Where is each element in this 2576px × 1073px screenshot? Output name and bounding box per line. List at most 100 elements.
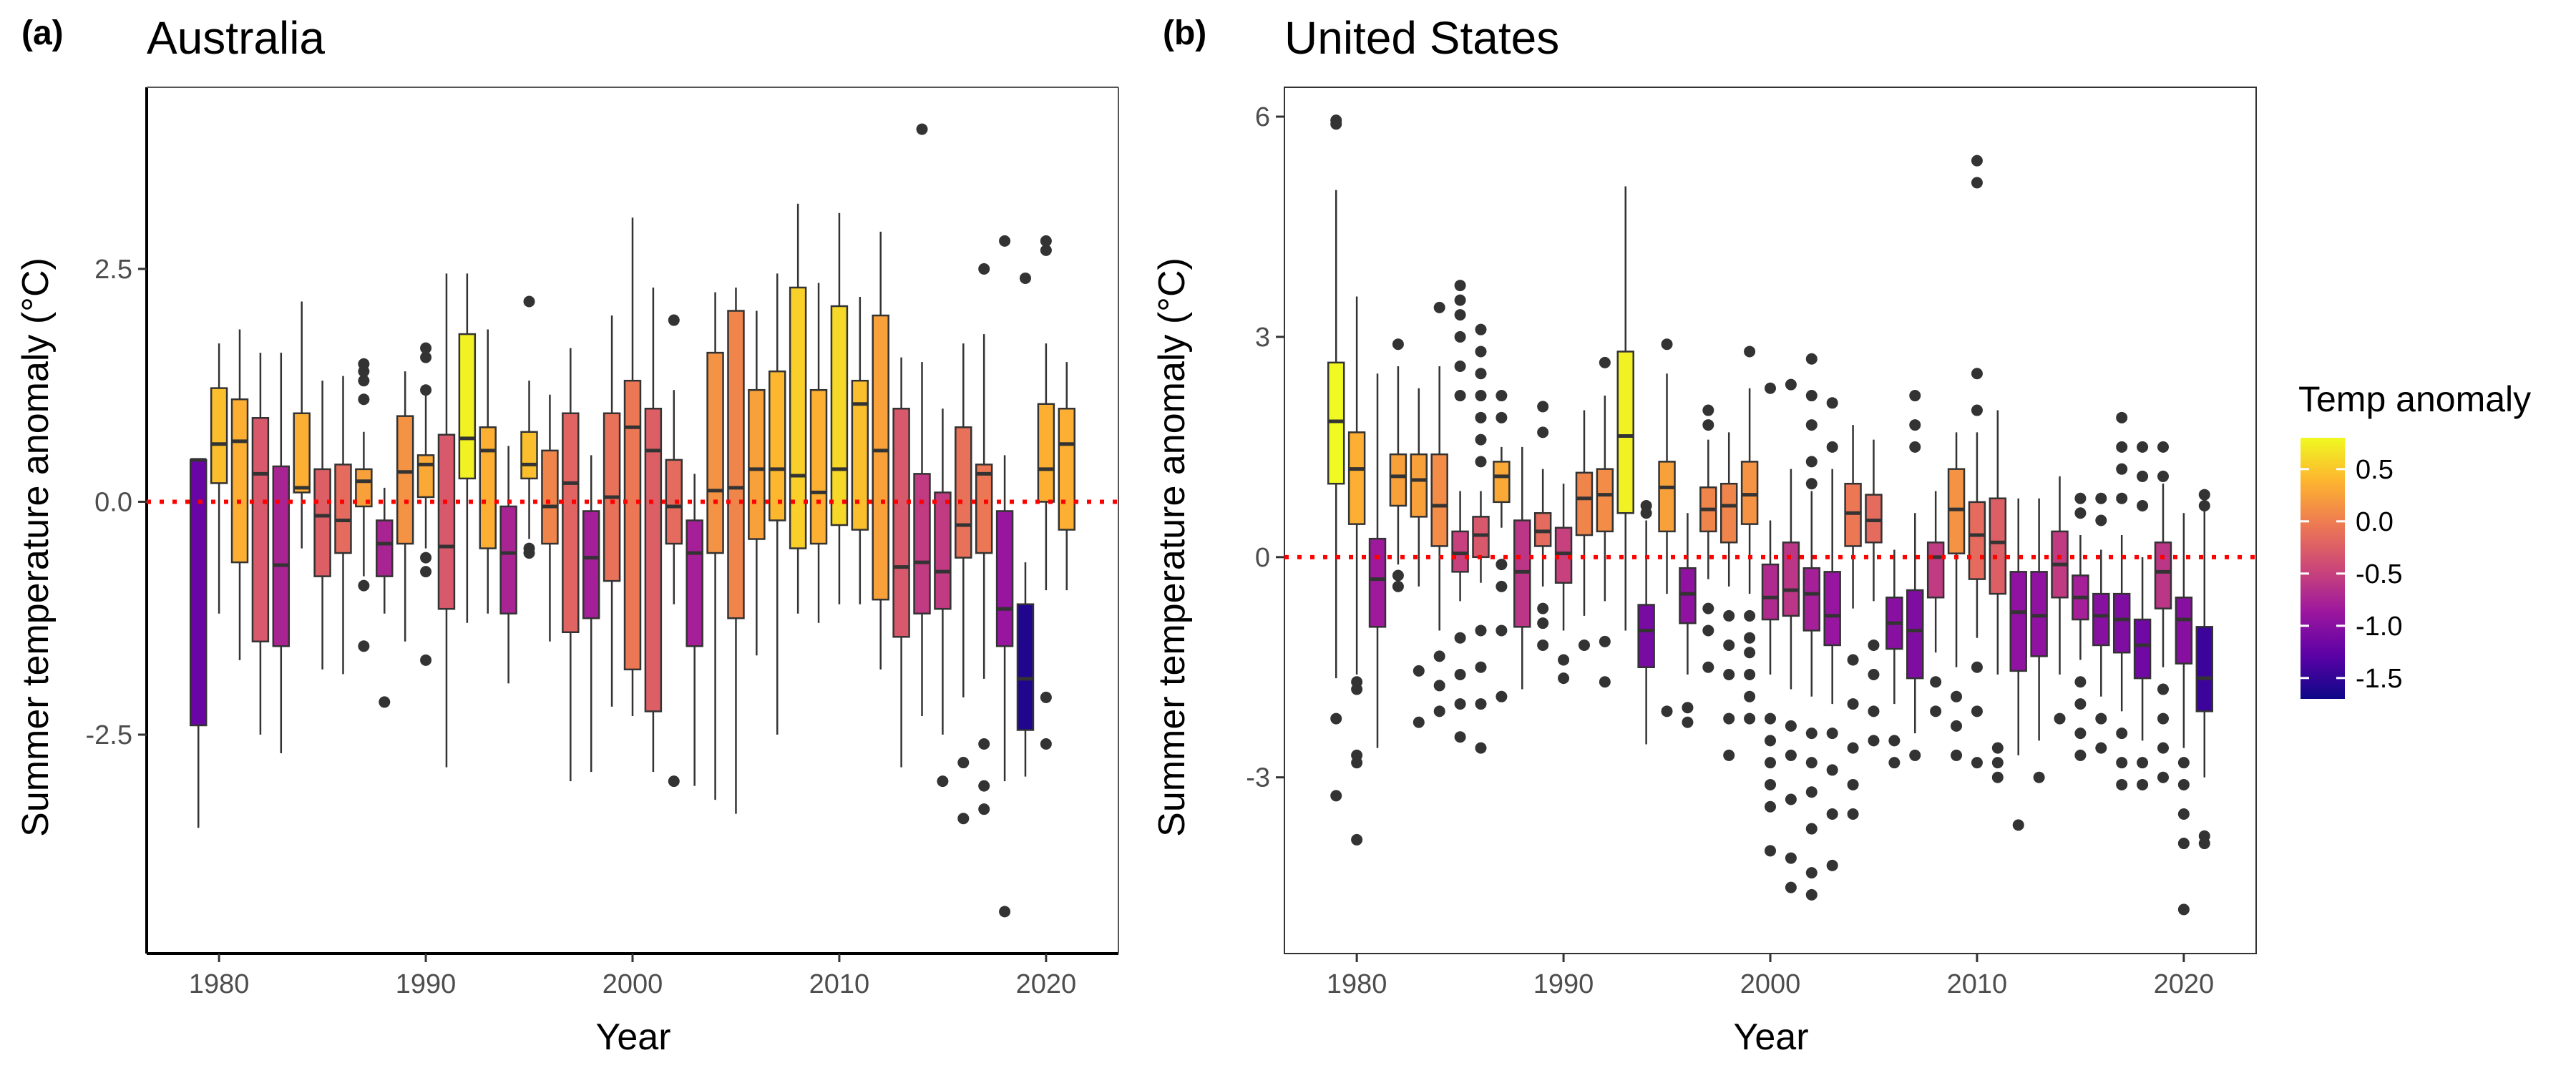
outlier-point	[1805, 727, 1818, 740]
box-body	[830, 305, 849, 526]
outlier-point	[1040, 738, 1052, 750]
box-1991	[1575, 410, 1594, 651]
box-1986	[1472, 323, 1490, 754]
box-body	[1037, 403, 1055, 503]
outlier-point	[2177, 838, 2190, 850]
box-1998	[582, 455, 600, 773]
outlier-point	[1951, 749, 1963, 761]
box-1991	[437, 273, 456, 768]
box-2004	[706, 292, 724, 800]
outlier-point	[1475, 346, 1487, 358]
outlier-point	[2116, 778, 2128, 790]
outlier-point	[1723, 749, 1735, 761]
y-axis-title-b: Summer temperature anomaly (°C)	[1151, 258, 1193, 837]
box-1990	[1554, 484, 1573, 685]
outlier-point	[1475, 661, 1487, 673]
x-axis-title-a: Year	[595, 1016, 670, 1058]
outlier-point	[1805, 786, 1818, 798]
outlier-point	[2177, 757, 2190, 769]
outlier-point	[1744, 632, 1756, 644]
box-2002	[665, 314, 683, 788]
outlier-point	[1702, 661, 1714, 673]
outlier-point	[1496, 390, 1508, 402]
y-tick-label: 3	[1255, 323, 1270, 353]
box-2010	[830, 212, 849, 604]
outlier-point	[2137, 499, 2149, 511]
outlier-point	[1805, 867, 1818, 879]
outlier-point	[1475, 411, 1487, 423]
panel-tag-a: (a)	[21, 14, 64, 52]
outlier-point	[1599, 356, 1611, 368]
outlier-point	[523, 547, 535, 559]
outlier-point	[1847, 698, 1859, 710]
box-body	[872, 314, 889, 601]
outlier-point	[1723, 639, 1735, 651]
x-tick-label: 1980	[189, 969, 250, 999]
box-1996	[541, 394, 559, 642]
box-body	[334, 464, 352, 554]
box-1997	[562, 348, 580, 782]
box-1995	[1658, 338, 1676, 717]
box-1997	[1699, 404, 1717, 673]
outlier-point	[1847, 808, 1859, 820]
outlier-point	[2198, 838, 2210, 850]
box-body	[706, 351, 724, 554]
box-body	[769, 370, 786, 521]
outlier-point	[2157, 742, 2169, 754]
box-body	[1926, 542, 1945, 599]
outlier-point	[1661, 338, 1673, 351]
outlier-point	[2033, 771, 2045, 783]
outlier-point	[2095, 514, 2107, 526]
outlier-point	[2177, 778, 2190, 790]
outlier-point	[1454, 280, 1466, 292]
outlier-point	[1433, 650, 1445, 662]
box-body	[499, 505, 517, 614]
box-1999	[602, 315, 621, 707]
box-body	[1327, 361, 1345, 485]
outlier-point	[379, 696, 391, 708]
outlier-point	[2074, 676, 2087, 688]
outlier-point	[1847, 654, 1859, 666]
box-1994	[1637, 499, 1655, 745]
box-body	[1575, 471, 1594, 536]
box-body	[851, 379, 869, 531]
box-body	[1513, 519, 1531, 628]
outlier-point	[2157, 470, 2169, 482]
outlier-point	[2095, 712, 2107, 725]
outlier-point	[1765, 757, 1776, 769]
outlier-point	[2198, 499, 2210, 511]
color-legend: Temp anomaly 0.5 0.0 -0.5 -1.0 -1.5	[2298, 379, 2531, 699]
outlier-point	[2137, 757, 2149, 769]
box-body	[376, 519, 394, 577]
outlier-point	[1496, 580, 1508, 592]
outlier-point	[1558, 672, 1570, 685]
box-1992	[1596, 356, 1614, 688]
panel-australia: (a) Australia -2.5 0.0 2.5 1980 1990 2000 2010…	[15, 12, 1119, 1058]
box-body	[955, 426, 972, 559]
box-2008	[789, 203, 807, 614]
outlier-point	[1330, 790, 1342, 802]
outlier-point	[2095, 492, 2107, 504]
outlier-point	[1765, 735, 1776, 747]
box-1988	[1513, 446, 1531, 690]
box-body	[1761, 563, 1780, 621]
outlier-point	[1744, 669, 1756, 681]
outlier-point	[420, 342, 432, 354]
outlier-point	[1888, 757, 1901, 769]
outlier-point	[1744, 647, 1756, 659]
outlier-point	[2177, 903, 2190, 916]
x-tick-label: 1990	[1533, 969, 1594, 999]
outlier-point	[978, 263, 990, 275]
box-2018	[995, 235, 1014, 918]
outlier-point	[1868, 669, 1880, 681]
legend-colorbar	[2301, 438, 2345, 699]
outlier-point	[1392, 580, 1404, 592]
box-2016	[955, 343, 972, 825]
outlier-point	[358, 640, 370, 652]
outlier-point	[1496, 411, 1508, 423]
box-2001	[644, 287, 663, 773]
box-body	[437, 433, 456, 610]
box-1988	[376, 487, 394, 708]
box-2010	[1968, 155, 1986, 769]
outlier-point	[2137, 441, 2149, 453]
